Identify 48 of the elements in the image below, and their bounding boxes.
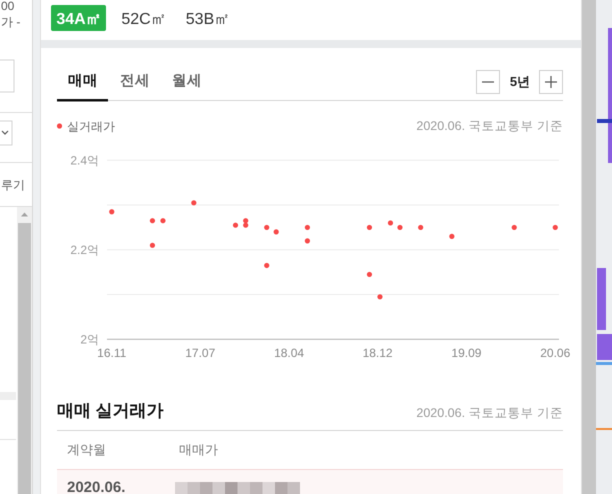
point (274, 229, 279, 234)
point (243, 218, 248, 224)
text: 매매 (68, 73, 98, 89)
text: 2020.06. (67, 479, 126, 494)
text: 가 - (1, 15, 20, 29)
text: 계약월 (67, 442, 106, 457)
point (232, 222, 238, 228)
point (150, 242, 156, 248)
text: 2020.06. 국토교통부 기준 (416, 119, 563, 133)
x-tick-label: 20.06 (540, 346, 571, 360)
text: 매매 실거래가 (57, 401, 164, 420)
text: 월세 (172, 73, 202, 89)
point (264, 224, 270, 230)
text: 루기 (1, 178, 25, 192)
y-tick-label: 2.2억 (70, 243, 99, 258)
point (264, 262, 270, 268)
point (377, 294, 383, 300)
point (418, 224, 424, 230)
text: 52C㎡ (121, 11, 167, 28)
x-tick-label: 18.04 (274, 346, 304, 360)
text: 매매가 (179, 442, 218, 457)
legend-label: 실거래가 (67, 119, 115, 134)
x-tick-label: 18.12 (362, 346, 393, 360)
point (243, 222, 248, 228)
point (304, 224, 310, 230)
point (512, 224, 517, 230)
point (160, 218, 166, 224)
point (109, 209, 114, 214)
y-tick-label: 2.4억 (70, 154, 99, 168)
text: 00 (1, 0, 15, 13)
text: 53B㎡ (186, 11, 230, 28)
point (150, 218, 156, 224)
x-tick-label: 17.07 (185, 346, 216, 360)
point (397, 224, 403, 230)
text: 5년 (510, 74, 530, 89)
point (449, 234, 454, 239)
point (552, 224, 558, 230)
text: 2020.06. 국토교통부 기준 (416, 406, 563, 420)
point (304, 238, 310, 244)
x-tick-label: 19.09 (451, 346, 482, 360)
point (366, 224, 372, 230)
text: 전세 (120, 73, 150, 89)
point (366, 272, 372, 278)
y-tick-label: 2억 (80, 332, 99, 347)
x-tick-label: 16.11 (97, 346, 127, 360)
text: 34A㎡ (56, 11, 102, 28)
point (388, 220, 394, 226)
point (191, 200, 196, 206)
